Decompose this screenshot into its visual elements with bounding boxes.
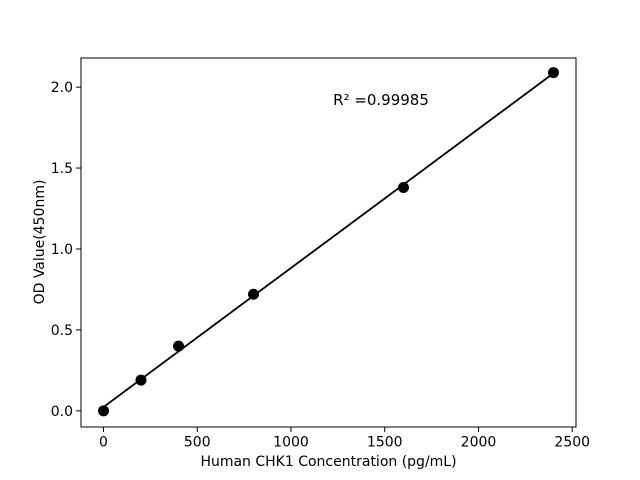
y-tick-label: 1.0	[51, 242, 73, 258]
data-point	[173, 340, 184, 352]
r-squared-annotation: R² =0.99985	[333, 91, 429, 109]
plot-border	[80, 57, 577, 428]
y-tick-label: 0.0	[51, 404, 73, 420]
x-tick-label: 2000	[461, 435, 497, 451]
y-tick-label: 1.5	[51, 161, 73, 177]
data-point	[98, 405, 109, 417]
data-point	[248, 288, 259, 300]
fit-line	[102, 72, 555, 408]
y-tick-label: 2.0	[51, 80, 73, 96]
data-point	[398, 181, 409, 193]
x-tick-label: 1500	[367, 435, 403, 451]
data-point	[135, 374, 147, 386]
y-tick-label: 0.5	[51, 323, 73, 339]
x-tick-label: 0	[99, 435, 108, 451]
y-axis-label: OD Value(450nm)	[32, 179, 48, 305]
x-tick-label: 500	[184, 435, 211, 451]
data-point	[548, 67, 559, 79]
x-tick-label: 1000	[273, 435, 309, 451]
x-axis-label: Human CHK1 Concentration (pg/mL)	[200, 454, 457, 470]
x-tick-label: 2500	[554, 435, 590, 451]
